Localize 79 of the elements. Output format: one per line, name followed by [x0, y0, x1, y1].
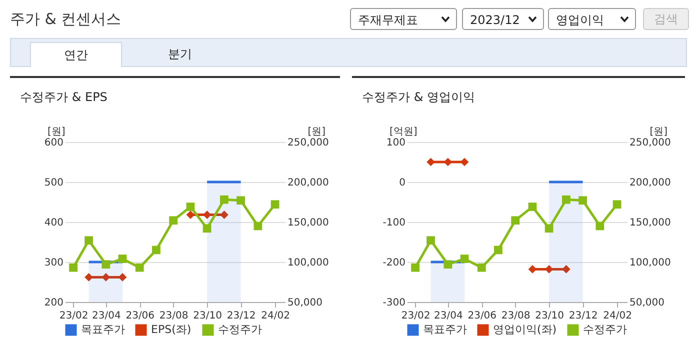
y2-tick-label: 100,000: [630, 258, 671, 268]
y-tick-label: -200: [382, 258, 406, 268]
x-tick-label: 23/04: [92, 310, 121, 322]
x-tick-label: 23/02: [59, 310, 88, 322]
point: [118, 254, 127, 263]
x-tick-label: 24/02: [603, 310, 632, 322]
point: [578, 196, 587, 205]
y-tick-label: -100: [382, 218, 406, 228]
y2-tick-label: 150,000: [630, 218, 671, 228]
y-tick-label: 200: [44, 298, 64, 308]
y-tick-label: 500: [44, 178, 64, 188]
y2-tick-label: 200,000: [630, 178, 671, 188]
legend-label: 영업이익(좌): [493, 323, 557, 336]
y2-axis-title: [원]: [650, 126, 668, 138]
y2-tick-label: 200,000: [288, 178, 329, 188]
point: [152, 246, 160, 254]
y-tick-label: 400: [44, 218, 64, 228]
text: 연간: [30, 42, 122, 67]
y-axis-title: [원]: [48, 126, 66, 138]
point: [411, 263, 420, 272]
x-tick-label: 23/10: [193, 310, 222, 322]
x-tick-label: 24/02: [261, 310, 290, 322]
x-tick-label: 23/08: [501, 310, 530, 322]
point: [69, 263, 78, 272]
x-tick-label: 23/12: [226, 310, 256, 322]
point: [426, 236, 435, 245]
y-tick-label: 300: [44, 258, 64, 268]
text: 주가 & 컨센서스: [10, 10, 122, 29]
point: [254, 222, 262, 230]
y2-tick-label: 150,000: [288, 218, 329, 228]
point: [236, 196, 245, 205]
legend-label: EPS(좌): [151, 323, 192, 336]
x-tick-label: 23/10: [535, 310, 564, 322]
y2-tick-label: 50,000: [288, 298, 322, 308]
point: [477, 263, 486, 272]
text: 2023/12: [462, 8, 544, 30]
x-tick-label: 23/02: [401, 310, 430, 322]
point: [494, 246, 502, 254]
x-tick-label: 23/06: [468, 310, 497, 322]
point: [102, 260, 110, 269]
legend-label: 수정주가: [218, 323, 262, 336]
y2-tick-label: 50,000: [630, 298, 664, 308]
y2-tick-label: 100,000: [288, 258, 329, 268]
chart-title: 수정주가 & EPS: [20, 90, 108, 104]
legend-label: 목표주가: [423, 323, 467, 336]
x-tick-label: 23/08: [159, 310, 188, 322]
legend-label: 목표주가: [81, 323, 125, 336]
chart-title: 수정주가 & 영업이익: [362, 90, 475, 104]
point: [84, 236, 93, 245]
x-tick-label: 23/06: [126, 310, 155, 322]
point: [511, 216, 520, 225]
text: 분기: [167, 46, 193, 63]
text: 영업이익: [548, 8, 636, 30]
point: [220, 195, 228, 204]
legend-label: 수정주가: [583, 323, 627, 336]
point: [202, 224, 212, 233]
y-tick-label: -300: [382, 298, 406, 308]
point: [444, 260, 452, 269]
point: [186, 202, 195, 211]
y2-tick-label: 250,000: [630, 138, 671, 148]
x-tick-label: 23/04: [434, 310, 463, 322]
point: [596, 222, 604, 230]
text: 주재무제표: [350, 8, 457, 30]
y-tick-label: 600: [44, 138, 64, 148]
point: [528, 202, 537, 211]
y-tick-label: 100: [386, 138, 406, 148]
point: [270, 200, 280, 209]
y-axis-title: [억원]: [390, 126, 418, 138]
y2-axis-title: [원]: [308, 126, 326, 138]
point: [169, 216, 178, 225]
x-tick-label: 23/12: [568, 310, 598, 322]
point: [544, 224, 554, 233]
point: [460, 254, 469, 263]
y-tick-label: 0: [399, 178, 406, 188]
point: [135, 263, 144, 272]
text: 검색: [643, 8, 689, 30]
y2-tick-label: 250,000: [288, 138, 329, 148]
point: [612, 200, 622, 209]
point: [562, 195, 570, 204]
